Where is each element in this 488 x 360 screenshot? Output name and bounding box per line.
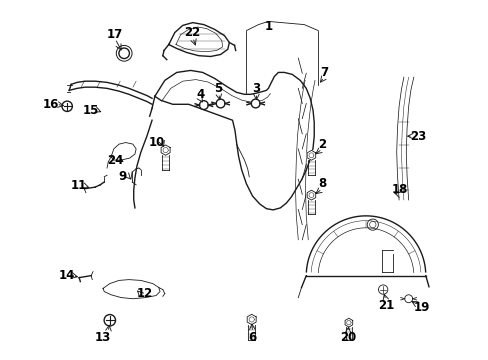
Text: 8: 8 — [317, 177, 325, 190]
Polygon shape — [306, 150, 315, 160]
Text: 15: 15 — [83, 104, 99, 117]
Text: 21: 21 — [377, 299, 393, 312]
Polygon shape — [246, 314, 256, 325]
Text: 17: 17 — [107, 28, 123, 41]
Text: 20: 20 — [339, 331, 355, 344]
Text: 10: 10 — [148, 136, 164, 149]
Circle shape — [251, 99, 260, 108]
Circle shape — [216, 99, 224, 108]
Polygon shape — [345, 318, 352, 327]
Text: 7: 7 — [320, 66, 327, 79]
Text: 18: 18 — [391, 184, 407, 197]
Polygon shape — [306, 190, 315, 200]
Circle shape — [119, 48, 129, 59]
Circle shape — [104, 315, 115, 326]
Text: 11: 11 — [71, 180, 87, 193]
Text: 19: 19 — [413, 301, 429, 314]
Text: 2: 2 — [318, 138, 325, 150]
Text: 22: 22 — [184, 26, 201, 39]
Circle shape — [404, 295, 412, 303]
Circle shape — [366, 219, 378, 230]
Text: 16: 16 — [43, 98, 60, 111]
Text: 24: 24 — [106, 154, 123, 167]
Text: 3: 3 — [252, 82, 260, 95]
Text: 4: 4 — [196, 88, 204, 101]
Text: 23: 23 — [409, 130, 425, 143]
Circle shape — [62, 101, 72, 112]
Text: 1: 1 — [264, 20, 272, 33]
Text: 14: 14 — [59, 269, 75, 282]
Text: 6: 6 — [248, 331, 256, 344]
Text: 13: 13 — [95, 331, 111, 344]
Text: 5: 5 — [214, 82, 222, 95]
Circle shape — [378, 285, 387, 294]
Circle shape — [199, 101, 208, 109]
Text: 12: 12 — [137, 287, 153, 300]
Text: 9: 9 — [119, 170, 127, 183]
Polygon shape — [161, 145, 170, 155]
